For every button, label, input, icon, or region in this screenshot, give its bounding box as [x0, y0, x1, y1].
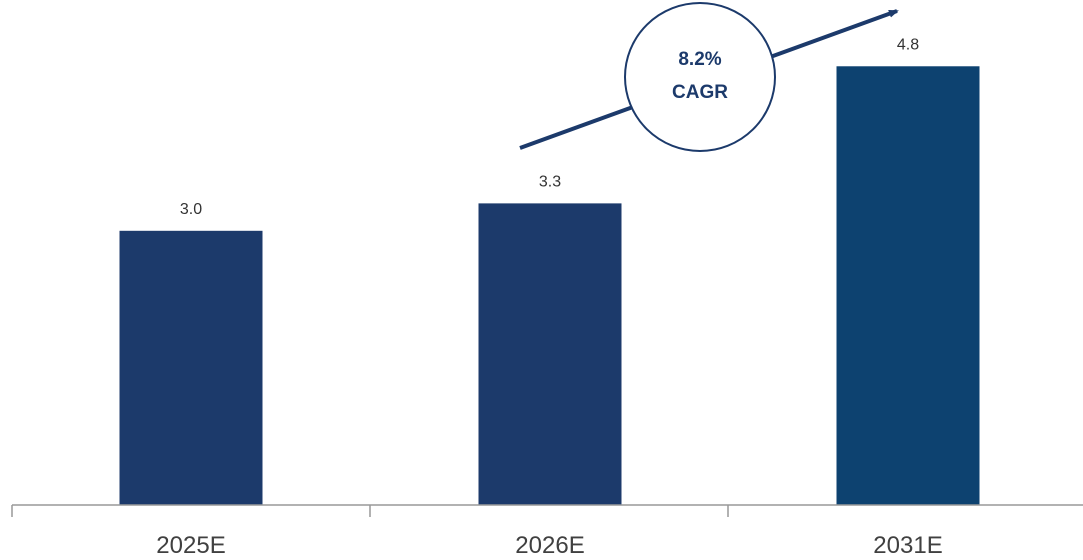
- bar-2031E: [836, 66, 980, 505]
- x-axis: [11, 504, 1083, 517]
- bar-2025E: [119, 230, 263, 506]
- cagr-annotation: 8.2% CAGR: [519, 2, 899, 152]
- value-labels-group: 3.0 3.3 4.8: [180, 36, 919, 218]
- cagr-label: CAGR: [672, 82, 728, 103]
- bars-group: [119, 66, 980, 506]
- x-tick-label-2031E: 2031E: [873, 532, 942, 559]
- bar-2026E: [478, 203, 622, 505]
- x-tick-labels-group: 2025E 2026E 2031E: [156, 532, 942, 559]
- value-label-2031E: 4.8: [897, 36, 919, 53]
- value-label-2025E: 3.0: [180, 201, 202, 218]
- cagr-rate: 8.2%: [678, 49, 721, 70]
- x-tick-label-2025E: 2025E: [156, 532, 225, 559]
- value-label-2026E: 3.3: [539, 173, 561, 190]
- cagr-circle: [624, 2, 776, 152]
- x-tick-label-2026E: 2026E: [515, 532, 584, 559]
